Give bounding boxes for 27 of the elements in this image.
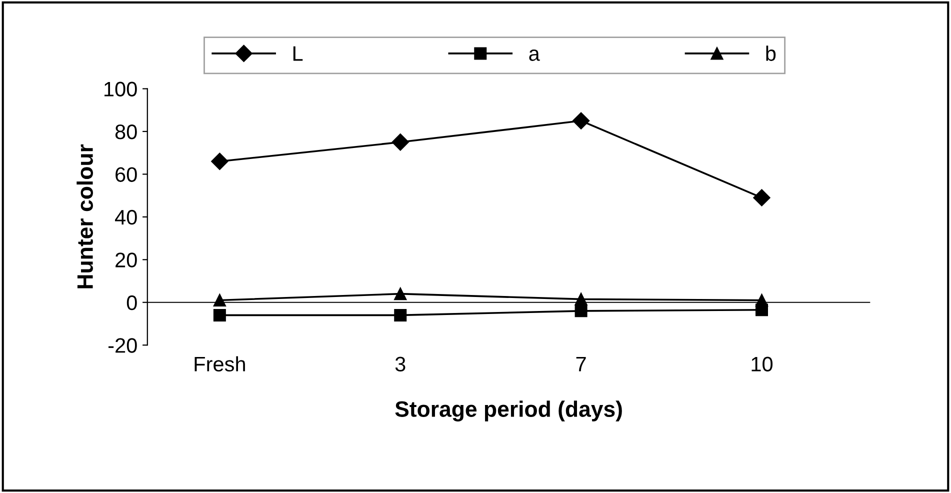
y-tick-label: 40 (114, 210, 137, 225)
x-tick-label: 10 (752, 356, 773, 372)
y-tick-label: 80 (115, 124, 137, 140)
x-tick-label: 3 (395, 356, 406, 372)
point (572, 112, 590, 130)
point (394, 308, 407, 322)
x-axis-title: Storage period (days) (395, 400, 622, 422)
y-tick-label: 0 (126, 295, 137, 310)
point (392, 134, 409, 151)
legend-label: b (766, 46, 776, 61)
y-tick-label: 60 (116, 167, 137, 182)
x-tick-label: 7 (576, 356, 586, 372)
point (574, 292, 588, 306)
x-tick-label: Fresh (194, 356, 245, 372)
point (213, 308, 226, 322)
y-tick-label: -20 (108, 338, 137, 353)
point (213, 294, 226, 306)
y-tick-label: 100 (104, 82, 137, 96)
point (753, 189, 770, 206)
point (394, 288, 407, 300)
legend-label: L (293, 46, 303, 61)
y-axis-title: Hunter colour (76, 144, 93, 288)
point (211, 152, 228, 170)
y-tick-label: 20 (116, 252, 137, 268)
point (756, 294, 768, 306)
point (574, 304, 588, 318)
legend-label: a (529, 50, 540, 61)
